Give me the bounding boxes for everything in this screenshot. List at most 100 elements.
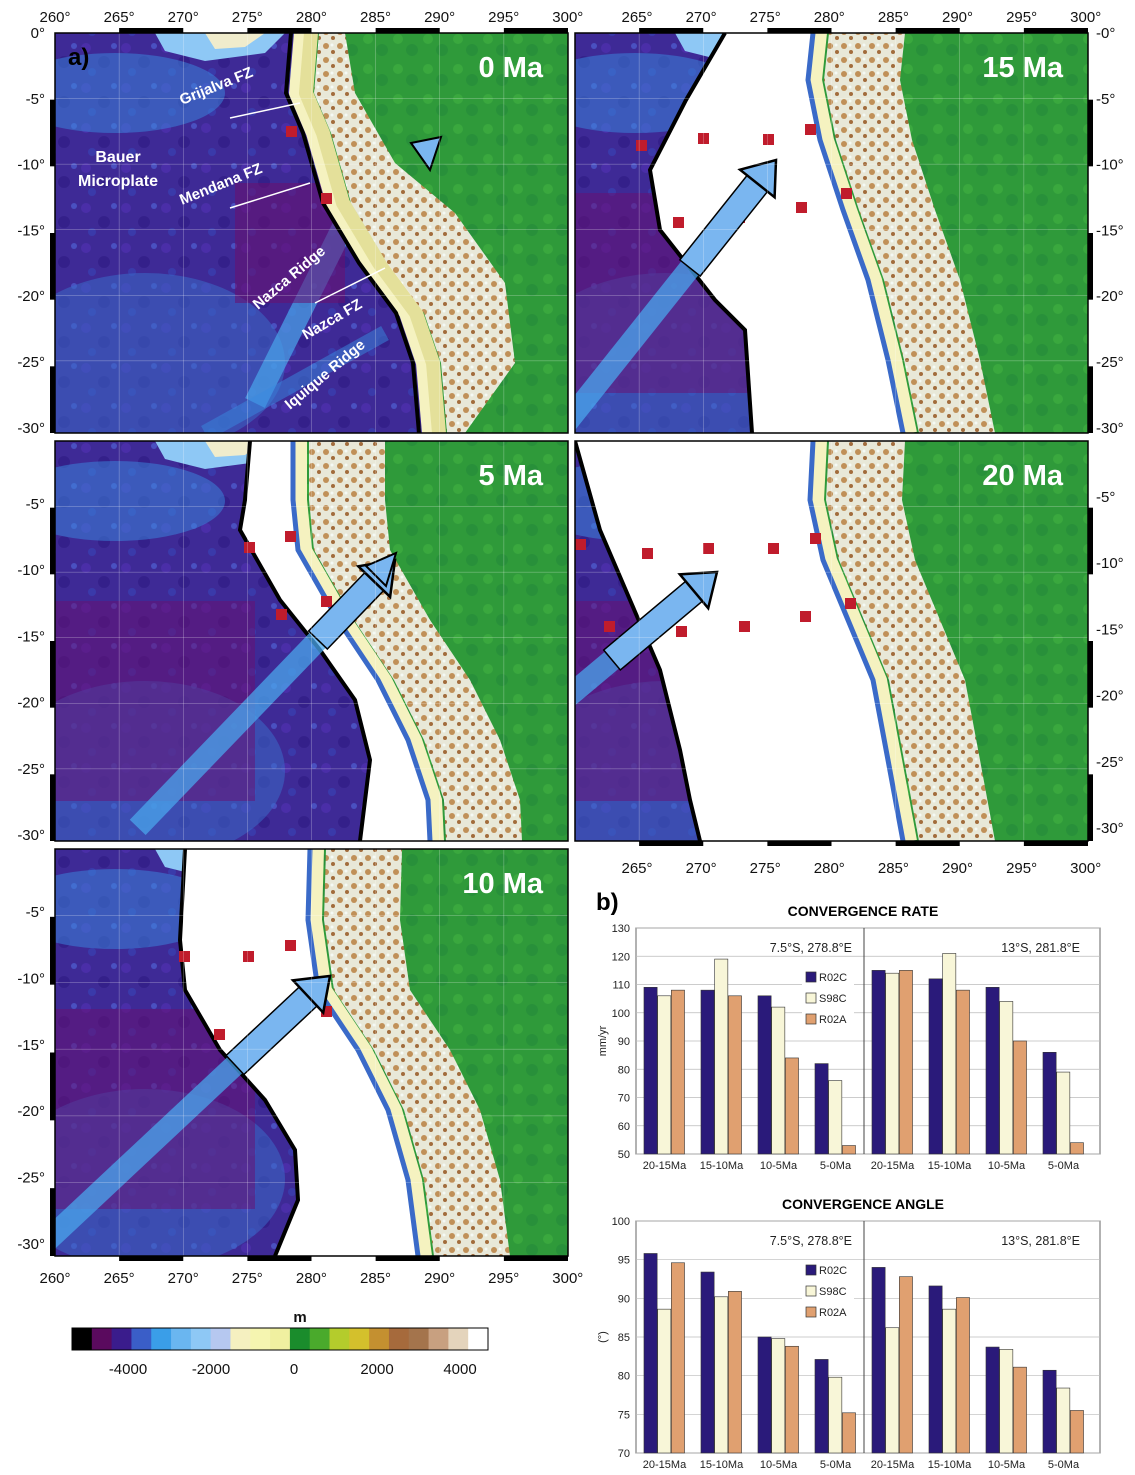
lat-tick-label: -0° [1096,25,1115,42]
lon-tick-label: 300° [1070,9,1101,26]
frame-checker [50,233,55,300]
site-marker [243,951,254,962]
frame-checker [1088,233,1093,300]
bar-r02c [643,987,658,1155]
arrow-head [737,158,778,200]
lat-tick-label: -30° [17,420,45,437]
bar-r02c [871,1267,886,1454]
bar-r02c [985,1346,1000,1454]
colorbar-segment [309,1328,331,1350]
coastal-plain [289,33,436,433]
frame-checker [1023,28,1088,33]
foothills [299,33,446,433]
lat-tick-label: -30° [17,827,45,844]
lat-tick-label: -25° [1096,754,1124,771]
category-label: 10-5Ma [988,1160,1026,1172]
category-label: 20-15Ma [871,1160,915,1172]
lat-tick-label: -25° [17,354,45,371]
lat-tick-label: -15° [17,628,45,645]
legend-swatch [805,1285,817,1297]
site-marker [810,533,821,544]
y-tick-label: 110 [612,980,630,992]
lon-tick-label: 265° [104,1270,135,1287]
reconstruction-gap [575,441,905,841]
bar-r02a [671,989,685,1155]
y-tick-label: 80 [618,1064,630,1076]
colorbar-segment [369,1328,390,1350]
colorbar-segment [270,1328,291,1350]
bar-r02a [899,1276,913,1454]
map-axes: 260° 265° 270° 275° 280° 285° 290° 295° 300° 265°… [17,9,1123,1287]
category-label: 5-0Ma [820,1459,852,1471]
frame-checker [767,841,832,846]
category-label: 15-10Ma [700,1160,744,1172]
feature-label: Microplate [78,173,158,190]
nazca-fz-line [314,267,386,304]
lon-tick-label: 300° [552,9,583,26]
frame-checker [247,28,312,33]
colorbar-segment [448,1328,469,1350]
andes-mountains [824,33,995,433]
colorbar-segment [408,1328,430,1350]
lon-tick-label: 300° [552,1270,583,1287]
map-panel-m0: 0 Ma [54,32,569,434]
site-marker [845,598,856,609]
y-tick-label: 120 [612,951,630,963]
nazca-ridge [55,1056,243,1249]
bar-r02c [1042,1369,1057,1454]
lon-tick-label: 270° [686,9,717,26]
site-marker [604,621,615,632]
bar-s98c [999,1349,1014,1454]
y-tick-label: 60 [618,1121,630,1133]
bar-s98c [714,958,729,1155]
frame-checker [50,99,55,167]
lon-tick-label: 265° [621,9,652,26]
lat-tick-label: -20° [1096,688,1124,705]
bar-r02a [728,995,742,1155]
lat-tick-label: -10° [17,562,45,579]
bar-r02c [1042,1052,1057,1155]
lon-tick-label: 265° [104,9,135,26]
frame-checker [895,28,960,33]
frame-checker [503,1256,568,1261]
lon-tick-label: 275° [750,860,781,877]
frame-checker [375,1256,440,1261]
colorbar-segment [72,1328,93,1350]
lon-tick-label: 295° [1006,860,1037,877]
lon-tick-label: 290° [942,9,973,26]
colorbar-frame [71,1327,489,1351]
bar-r02c [814,1063,829,1155]
site-marker [636,140,647,151]
bar-r02a [899,970,913,1155]
bar-s98c [828,1376,843,1454]
bar-r02c [871,970,886,1155]
lon-tick-label: 285° [878,9,909,26]
coastal-plain [309,849,432,1256]
iquique-ridge [201,326,389,433]
legend-entry: R02A [819,1307,847,1319]
lat-tick-label: -20° [17,695,45,712]
bar-r02c [928,978,943,1155]
chart-1: CONVERGENCE ANGLE 70 75 80 85 90 95 100 (°) 7.5°S… [597,1196,1101,1471]
colorbar-unit: m [293,1309,306,1326]
y-tick-label: 75 [618,1409,630,1421]
colorbar-segment [468,1328,489,1350]
site-marker [642,548,653,559]
bar-s98c [771,1338,786,1454]
category-label: 20-15Ma [643,1459,687,1471]
legend-entry: R02C [819,1265,847,1277]
coastal-plain [295,441,444,841]
lon-tick-label: 290° [424,9,455,26]
lat-tick-label: -25° [17,1170,45,1187]
lat-tick-label: -10° [17,970,45,987]
site-marker [321,193,332,204]
lat-tick-label: -20° [17,288,45,305]
colorbar-segment [91,1328,113,1350]
lat-tick-label: -15° [1096,222,1124,239]
location-label: 13°S, 281.8°E [1001,1234,1080,1248]
frame-checker [247,1256,312,1261]
site-marker [841,188,852,199]
lon-tick-label: 260° [39,9,70,26]
bar-s98c [942,1308,957,1454]
